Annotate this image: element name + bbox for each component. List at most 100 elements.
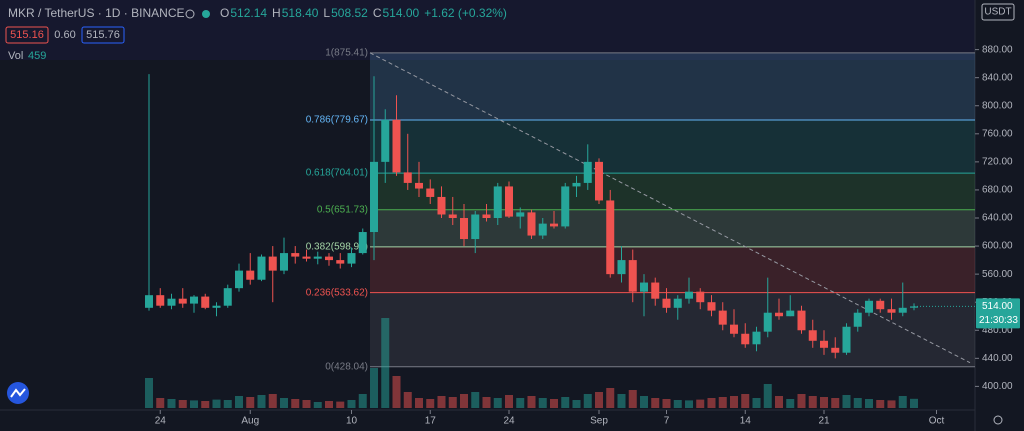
candle-body (561, 186, 570, 227)
candle-body (595, 161, 603, 201)
candle-body (752, 331, 761, 345)
header-shade (0, 0, 975, 60)
candle-body (853, 312, 862, 327)
volume-bar (381, 318, 390, 408)
candle-body (718, 310, 727, 325)
fib-band (370, 246, 975, 293)
candle-body (865, 300, 873, 313)
candle-body (550, 223, 558, 227)
candle-body (437, 196, 446, 215)
candle-body (876, 300, 885, 310)
y-tick-label: 680.00 (982, 185, 1013, 196)
volume-bar (415, 398, 423, 408)
volume-bar (505, 395, 513, 408)
candle-body (662, 298, 671, 308)
candle-body (493, 186, 502, 218)
volume-bar (696, 399, 705, 408)
candle-body (730, 324, 738, 334)
last-price: 514.00 (982, 301, 1013, 312)
y-tick-label: 600.00 (982, 241, 1013, 252)
candle-body (403, 172, 412, 183)
candle-body (628, 260, 637, 292)
y-tick-label: 640.00 (982, 213, 1013, 224)
volume-bar (201, 401, 210, 408)
volume-bar (392, 376, 401, 408)
currency-button[interactable] (981, 3, 1015, 21)
y-tick-label: 800.00 (982, 100, 1013, 111)
candle-body (190, 296, 198, 304)
change: +1.62 (+0.32%) (424, 6, 507, 20)
volume-bar (212, 399, 221, 408)
currency-label[interactable]: USDT (984, 7, 1011, 18)
fib-retracement: 1(875.41) 0.786(779.67) 0.618(704.01) 0.5(6… (306, 47, 975, 372)
x-tick-label: 14 (740, 416, 752, 427)
volume-bar (786, 399, 795, 408)
candle-body (448, 214, 457, 218)
volume-bar (302, 400, 311, 408)
volume-bar (280, 398, 288, 408)
candle-body (617, 260, 626, 275)
volume-bar (538, 398, 547, 408)
candle-body (358, 232, 367, 254)
candle-body (797, 310, 806, 331)
spread: 0.60 (54, 29, 75, 41)
candle-body (786, 310, 795, 317)
candle-body (775, 312, 783, 317)
volume-bar (718, 397, 727, 408)
vol-label: Vol (8, 50, 23, 62)
volume-bar (797, 394, 806, 408)
candle-body (313, 256, 322, 259)
fib-label: 0.5(651.73) (317, 204, 368, 215)
candle-body (381, 119, 390, 162)
volume-bar (437, 396, 446, 408)
volume-bar (460, 394, 468, 408)
settings-icon[interactable] (993, 415, 1003, 425)
candle-body (640, 282, 648, 292)
candle-body (223, 288, 232, 306)
candle-body (268, 256, 277, 271)
candle-body (212, 305, 221, 308)
bid-box (5, 26, 49, 44)
x-tick-label: 17 (425, 416, 437, 427)
volume-bar (820, 397, 828, 408)
volume-bar (910, 398, 918, 408)
candle-body (178, 298, 187, 304)
candle-body (167, 298, 176, 306)
candle-body (235, 270, 243, 289)
candle-body (651, 282, 660, 299)
candle-body (201, 296, 210, 308)
volume-bar (595, 392, 603, 408)
volume-bar (831, 398, 840, 408)
candle-body (572, 182, 581, 187)
candle-body (325, 256, 333, 261)
candle-body (606, 200, 615, 275)
candle-body (527, 212, 536, 236)
ohlc-value: 512.14 (230, 6, 267, 20)
fib-band (370, 120, 975, 174)
candle-body (291, 253, 300, 257)
candle-body (392, 119, 401, 173)
volume-bar (291, 399, 300, 408)
x-tick-label: Oct (929, 416, 945, 427)
volume-bar (673, 400, 682, 408)
volume-bar (572, 400, 581, 408)
eye-icon[interactable] (185, 9, 195, 19)
volume-bar (145, 378, 153, 408)
ohlc-key: O (220, 6, 229, 20)
countdown: 21:30:33 (979, 315, 1018, 326)
volume-bar (550, 399, 558, 408)
volume-bar (898, 396, 907, 408)
volume-bar (448, 397, 457, 408)
fib-label: 0.236(533.62) (306, 287, 368, 298)
logo-mark[interactable] (10, 388, 26, 398)
ohlc-key: H (272, 6, 281, 20)
y-tick-label: 480.00 (982, 325, 1013, 336)
volume-bar (246, 397, 255, 408)
candle-body (482, 214, 491, 218)
fib-label: 0.382(598.93) (306, 241, 368, 252)
y-tick-label: 400.00 (982, 381, 1013, 392)
volume-bar (876, 400, 885, 408)
candle-body (471, 214, 480, 240)
logo[interactable] (7, 382, 29, 404)
volume-bar (741, 394, 750, 408)
